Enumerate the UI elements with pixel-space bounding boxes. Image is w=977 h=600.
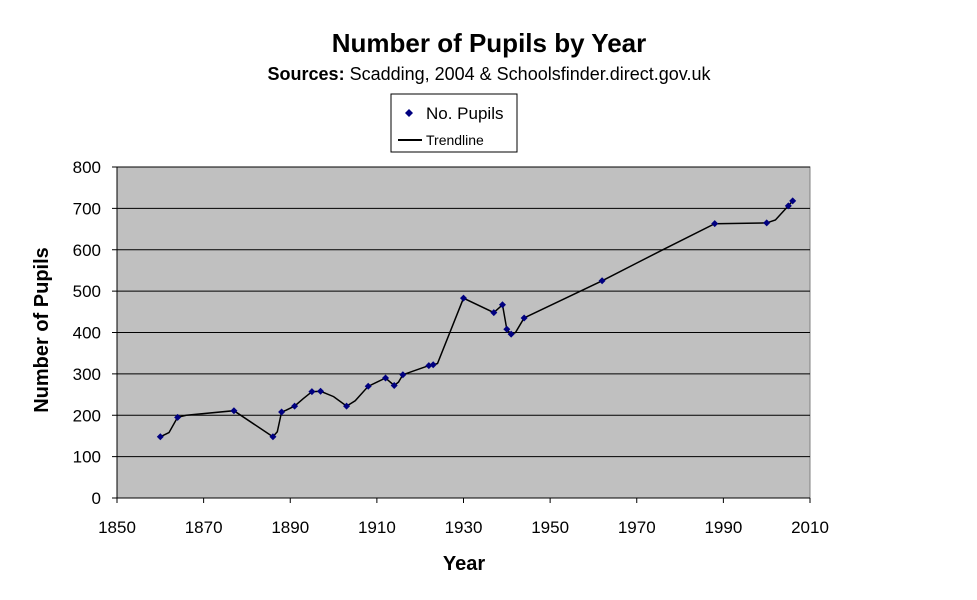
data-point-2005 [784,202,792,210]
data-point-1939 [498,301,506,309]
data-point-1914 [390,381,398,389]
data-point-1903 [343,402,351,410]
x-tick-label-1930: 1930 [445,518,483,537]
y-tick-label-400: 400 [73,324,101,343]
y-tick-label-300: 300 [73,365,101,384]
legend: No. Pupils Trendline [390,93,518,153]
legend-label-trendline: Trendline [426,132,484,148]
axes [112,166,811,503]
x-tick-label-1850: 1850 [98,518,136,537]
data-point-1864 [174,413,182,421]
y-axis-title: Number of Pupils [31,247,53,413]
x-axis-title: Year [443,553,485,575]
y-tick-label-600: 600 [73,241,101,260]
data-point-1908 [364,382,372,390]
data-point-1944 [520,314,528,322]
x-tick-label-1890: 1890 [271,518,309,537]
data-point-1923 [429,361,437,369]
x-tick-label-1870: 1870 [185,518,223,537]
y-tick-label-0: 0 [92,489,101,508]
data-point-1916 [399,371,407,379]
legend-marker-icon [405,109,413,117]
data-point-1962 [598,277,606,285]
y-tick-label-200: 200 [73,406,101,425]
data-point-1897 [317,387,325,395]
data-point-2000 [763,219,771,227]
x-tick-label-2010: 2010 [791,518,829,537]
trendline [159,200,794,438]
y-tick-labels: 0 100 200 300 400 500 600 700 800 [73,158,101,508]
x-tick-label-1990: 1990 [704,518,742,537]
data-point-1912 [382,374,390,382]
data-point-1860 [156,433,164,441]
chart-subtitle-text: Scadding, 2004 & Schoolsfinder.direct.go… [345,64,712,84]
data-point-1937 [490,309,498,317]
data-points [156,197,797,441]
data-point-1930 [460,294,467,302]
data-point-2006 [789,197,797,205]
y-tick-label-500: 500 [73,282,101,301]
x-tick-label-1970: 1970 [618,518,656,537]
y-tick-label-800: 800 [73,158,101,177]
data-point-1988 [711,220,719,228]
data-point-1877 [230,407,238,415]
y-tick-label-700: 700 [73,199,101,218]
legend-box [390,93,518,153]
chart-subtitle: Sources: Scadding, 2004 & Schoolsfinder.… [268,64,712,84]
x-tick-label-1910: 1910 [358,518,396,537]
chart-subtitle-sources: Sources: [268,64,345,84]
data-point-1941 [507,330,515,338]
data-point-1895 [308,388,316,396]
legend-label-pupils: No. Pupils [426,104,503,123]
data-point-1888 [278,408,286,416]
data-point-1922 [425,362,433,370]
data-point-1886 [269,433,277,441]
x-tick-labels: 1850 1870 1890 1910 1930 1950 1970 1990 2010 [98,518,829,537]
y-tick-label-100: 100 [73,448,101,467]
chart-title: Number of Pupils by Year [332,28,647,58]
data-point-1940 [503,325,511,333]
gridlines [117,166,810,458]
data-point-1891 [291,402,299,410]
x-tick-label-1950: 1950 [531,518,569,537]
